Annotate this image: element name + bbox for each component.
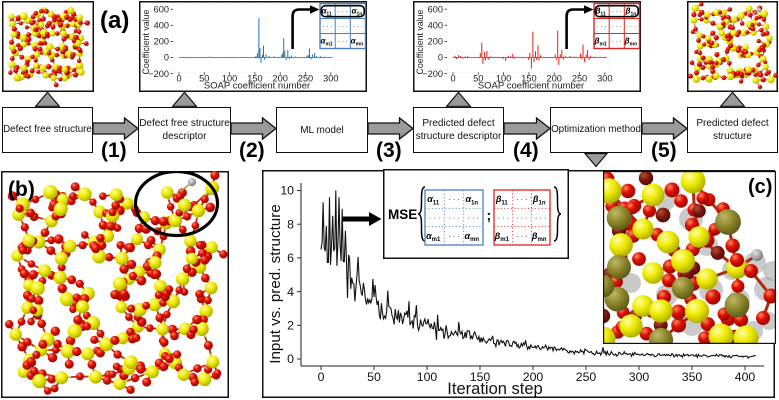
svg-text:· · ·: · · ·	[338, 38, 348, 45]
svg-text:200: 200	[428, 37, 443, 47]
svg-text:· · ·: · · ·	[448, 231, 460, 240]
svg-text:300: 300	[597, 74, 612, 84]
svg-text:6: 6	[287, 251, 294, 265]
svg-text:400: 400	[154, 21, 169, 31]
svg-text:· · ·: · · ·	[338, 8, 348, 15]
svg-text:Coefficient value: Coefficient value	[415, 9, 425, 74]
svg-text:−200: −200	[422, 69, 443, 79]
svg-text:300: 300	[629, 370, 650, 384]
svg-text:· · ·: · · ·	[612, 8, 622, 15]
svg-text:· · ·: · · ·	[429, 213, 441, 222]
svg-text:αmn: αmn	[351, 37, 363, 48]
svg-text:· · ·: · · ·	[612, 38, 622, 45]
svg-text:Iteration step: Iteration step	[447, 380, 542, 398]
svg-text:100: 100	[496, 74, 511, 84]
svg-text:10: 10	[280, 184, 294, 198]
svg-text:β11: β11	[594, 7, 605, 18]
svg-text:(b): (b)	[8, 178, 35, 201]
svg-text:200: 200	[273, 74, 288, 84]
svg-text:0: 0	[164, 53, 169, 63]
svg-text:α11: α11	[321, 7, 331, 18]
svg-text:150: 150	[247, 74, 262, 84]
svg-text:100: 100	[417, 370, 438, 384]
svg-text:150: 150	[521, 74, 536, 84]
svg-text:4: 4	[287, 285, 294, 299]
svg-text:200: 200	[523, 370, 544, 384]
svg-text:· · ·: · · ·	[516, 195, 528, 204]
svg-text:250: 250	[572, 74, 587, 84]
svg-text:2: 2	[287, 319, 294, 333]
svg-text:· · ·: · · ·	[612, 23, 622, 30]
svg-text:8: 8	[287, 217, 294, 231]
svg-text:MSE: MSE	[388, 207, 417, 222]
svg-text:50: 50	[367, 370, 381, 384]
svg-text:250: 250	[576, 370, 597, 384]
svg-text:Coefficient value: Coefficient value	[141, 9, 151, 74]
svg-text:−200: −200	[148, 69, 169, 79]
svg-text:· · ·: · · ·	[338, 23, 348, 30]
svg-text:0: 0	[176, 74, 181, 84]
svg-text:β1n: β1n	[624, 7, 636, 18]
svg-text:SOAP coefficient number: SOAP coefficient number	[204, 81, 310, 92]
svg-text:200: 200	[547, 74, 562, 84]
svg-text:· · ·: · · ·	[448, 213, 460, 222]
svg-text:150: 150	[470, 370, 491, 384]
svg-text:· · ·: · · ·	[448, 195, 460, 204]
svg-text:400: 400	[735, 370, 756, 384]
svg-text:0: 0	[438, 53, 443, 63]
svg-text:0: 0	[318, 370, 325, 384]
svg-text:250: 250	[298, 74, 313, 84]
svg-text:350: 350	[682, 370, 703, 384]
svg-text:· · ·: · · ·	[467, 213, 479, 222]
svg-text:· · ·: · · ·	[497, 213, 509, 222]
svg-text:(c): (c)	[748, 176, 772, 198]
svg-text:· · ·: · · ·	[627, 23, 637, 30]
svg-text:600: 600	[428, 4, 443, 14]
svg-text:100: 100	[222, 74, 237, 84]
svg-text:0: 0	[450, 74, 455, 84]
svg-text:· · ·: · · ·	[516, 231, 528, 240]
svg-text:· · ·: · · ·	[535, 213, 547, 222]
svg-text:600: 600	[154, 4, 169, 14]
svg-text:αm1: αm1	[320, 37, 332, 48]
svg-text:Input vs. pred. structure: Input vs. pred. structure	[267, 204, 284, 364]
svg-text:α1n: α1n	[351, 7, 362, 18]
svg-text:SOAP coefficient number: SOAP coefficient number	[478, 81, 584, 92]
svg-text:400: 400	[428, 21, 443, 31]
svg-text:· · ·: · · ·	[516, 213, 528, 222]
svg-text:· · ·: · · ·	[323, 23, 333, 30]
svg-text:βmn: βmn	[624, 37, 637, 48]
svg-text:· · ·: · · ·	[353, 23, 363, 30]
svg-text:300: 300	[323, 74, 338, 84]
svg-text:βm1: βm1	[593, 37, 606, 48]
svg-text:200: 200	[154, 37, 169, 47]
svg-text:0: 0	[287, 352, 294, 366]
svg-text:50: 50	[473, 74, 483, 84]
svg-text:50: 50	[199, 74, 209, 84]
svg-text:· · ·: · · ·	[597, 23, 607, 30]
svg-text:;: ;	[487, 207, 492, 223]
